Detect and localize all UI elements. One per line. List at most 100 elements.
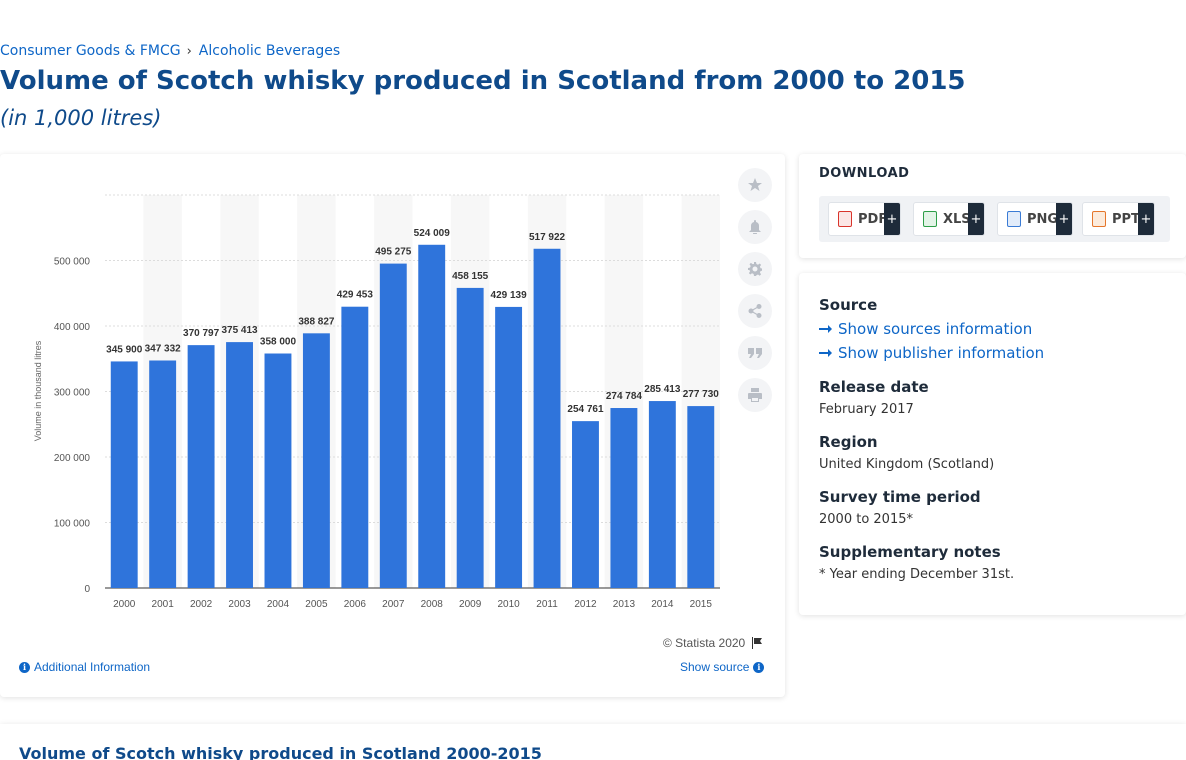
data-label: 495 275 xyxy=(375,247,412,258)
bar xyxy=(264,353,292,588)
settings-button[interactable] xyxy=(738,252,772,286)
show-publisher-link[interactable]: Show publisher information xyxy=(819,344,1044,362)
y-tick-label: 100 000 xyxy=(54,519,91,530)
x-tick-label: 2004 xyxy=(267,599,290,610)
bar xyxy=(495,306,523,588)
x-tick-label: 2001 xyxy=(152,599,175,610)
ppt-file-icon xyxy=(1092,211,1106,227)
data-label: 517 922 xyxy=(529,232,566,243)
breadcrumb-consumer-goods[interactable]: Consumer Goods & FMCG xyxy=(0,43,181,59)
bar-chart: 0 100 000 200 000 300 000 400 000 500 000 Volu… xyxy=(33,194,720,610)
bar xyxy=(149,360,177,588)
y-tick-label: 200 000 xyxy=(54,453,91,464)
download-pdf-button[interactable]: PDF + xyxy=(828,202,901,236)
x-tick-label: 2008 xyxy=(421,599,444,610)
breadcrumb-separator: › xyxy=(186,43,192,59)
show-source-link[interactable]: Show source i xyxy=(680,660,765,674)
page-title: Volume of Scotch whisky produced in Scot… xyxy=(0,66,966,96)
data-label: 429 453 xyxy=(337,290,374,301)
y-tick-label: 500 000 xyxy=(54,257,91,268)
y-tick-label: 0 xyxy=(84,584,90,595)
bar xyxy=(533,248,561,588)
share-button[interactable] xyxy=(738,294,772,328)
quote-icon xyxy=(748,348,762,358)
x-tick-label: 2006 xyxy=(344,599,367,610)
region-value: United Kingdom (Scotland) xyxy=(819,457,995,472)
x-tick-label: 2003 xyxy=(228,599,251,610)
download-xls-label: XLS xyxy=(943,211,971,227)
download-ppt-plus[interactable]: + xyxy=(1138,203,1154,235)
additional-information-link[interactable]: i Additional Information xyxy=(19,660,150,674)
data-label: 274 784 xyxy=(606,391,643,402)
download-ppt-button[interactable]: PPT + xyxy=(1082,202,1155,236)
data-label: 285 413 xyxy=(644,384,681,395)
download-pdf-plus[interactable]: + xyxy=(884,203,900,235)
x-tick-label: 2012 xyxy=(574,599,597,610)
copyright: © Statista 2020 xyxy=(663,636,763,650)
data-label: 429 139 xyxy=(491,290,528,301)
y-axis-label: Volume in thousand litres xyxy=(33,340,43,441)
bar xyxy=(302,333,330,588)
x-tick-label: 2002 xyxy=(190,599,213,610)
favorite-button[interactable] xyxy=(738,168,772,202)
cite-button[interactable] xyxy=(738,336,772,370)
x-tick-label: 2015 xyxy=(690,599,713,610)
page-subtitle: (in 1,000 litres) xyxy=(0,106,162,130)
bar xyxy=(341,306,369,588)
release-date-label: Release date xyxy=(819,378,929,396)
flag-icon[interactable] xyxy=(751,637,763,649)
download-xls-button[interactable]: XLS + xyxy=(913,202,985,236)
download-png-plus[interactable]: + xyxy=(1056,203,1072,235)
pdf-file-icon xyxy=(838,211,852,227)
x-tick-label: 2005 xyxy=(305,599,328,610)
x-tick-label: 2010 xyxy=(497,599,520,610)
breadcrumb: Consumer Goods & FMCG › Alcoholic Bevera… xyxy=(0,43,340,59)
description-title: Volume of Scotch whisky produced in Scot… xyxy=(19,744,542,760)
bar xyxy=(110,361,138,588)
xls-file-icon xyxy=(923,211,937,227)
statistic-details-card: Source Show sources information Show pub… xyxy=(799,273,1186,615)
download-xls-plus[interactable]: + xyxy=(968,203,984,235)
data-label: 347 332 xyxy=(145,343,182,354)
data-label: 458 155 xyxy=(452,271,489,282)
show-source-label: Show source xyxy=(680,660,750,674)
breadcrumb-alcoholic-beverages[interactable]: Alcoholic Beverages xyxy=(198,43,341,59)
description-card: Volume of Scotch whisky produced in Scot… xyxy=(0,724,1186,760)
download-png-label: PNG xyxy=(1027,211,1059,227)
data-label: 370 797 xyxy=(183,328,220,339)
release-date-value: February 2017 xyxy=(819,402,914,417)
arrow-right-icon xyxy=(819,325,832,333)
data-label: 358 000 xyxy=(260,337,297,348)
supplementary-notes-value: * Year ending December 31st. xyxy=(819,567,1015,582)
additional-information-label: Additional Information xyxy=(34,660,151,674)
bar xyxy=(610,408,638,588)
x-tick-label: 2007 xyxy=(382,599,405,610)
bar xyxy=(456,287,484,588)
bell-icon xyxy=(749,220,761,234)
show-sources-link[interactable]: Show sources information xyxy=(819,320,1032,338)
bar xyxy=(187,345,215,588)
show-publisher-label: Show publisher information xyxy=(838,344,1045,362)
x-tick-label: 2014 xyxy=(651,599,674,610)
data-label: 345 900 xyxy=(106,344,143,355)
download-title: DOWNLOAD xyxy=(819,166,910,181)
chart-card: 0 100 000 200 000 300 000 400 000 500 000 Volu… xyxy=(0,154,785,697)
notification-button[interactable] xyxy=(738,210,772,244)
bar xyxy=(379,263,407,588)
y-tick-label: 300 000 xyxy=(54,388,91,399)
x-tick-label: 2013 xyxy=(613,599,636,610)
bar xyxy=(648,401,676,588)
show-sources-label: Show sources information xyxy=(838,320,1033,338)
bar xyxy=(687,406,715,588)
bar xyxy=(572,421,599,588)
source-label: Source xyxy=(819,296,878,314)
download-png-button[interactable]: PNG + xyxy=(997,202,1073,236)
download-card: DOWNLOAD PDF + XLS + PNG + PPT + xyxy=(799,154,1186,258)
download-pdf-label: PDF xyxy=(858,211,888,227)
download-buttons: PDF + XLS + PNG + PPT + xyxy=(819,196,1170,242)
copyright-text: © Statista 2020 xyxy=(663,636,746,650)
info-icon: i xyxy=(753,661,765,673)
print-button[interactable] xyxy=(738,378,772,412)
data-label: 277 730 xyxy=(683,389,720,400)
data-label: 524 009 xyxy=(414,228,451,239)
